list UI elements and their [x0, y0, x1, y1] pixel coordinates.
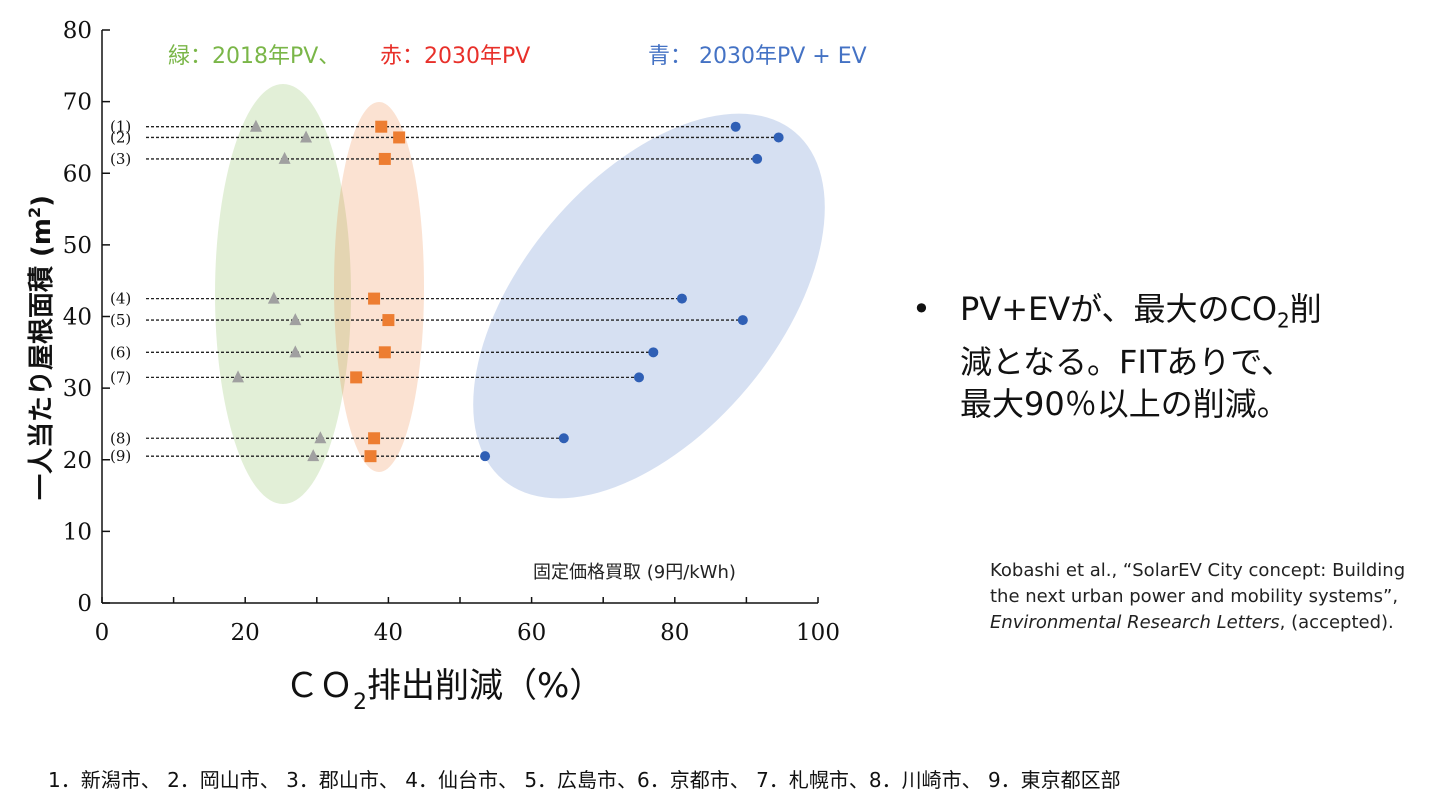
row-label: (6) — [110, 343, 131, 361]
row-lines: (1)(2) (3) (4) (5) (6) (7) (8)(9) — [110, 118, 779, 465]
x-tick-label: 20 — [231, 620, 260, 646]
marker-2030-pv-ev — [730, 121, 741, 132]
marker-2018-pv — [232, 370, 245, 383]
row-label: (3) — [110, 150, 131, 168]
bullet-line3: 最大90％以上の削減。 — [960, 385, 1289, 424]
y-tick-label: 10 — [63, 519, 92, 545]
marker-2030-pv-ev — [558, 433, 569, 444]
y-axis-label-main: 一人当たり屋根面積 (m — [27, 218, 57, 500]
x-tick-label: 100 — [796, 620, 840, 646]
marker-2030-pv — [393, 131, 406, 144]
bullet-line1-pre: PV+EVが、最大のCO — [960, 290, 1278, 328]
fit-annotation: 固定価格買取 (9円/kWh) — [533, 562, 736, 583]
bullet-line1-sub: 2 — [1277, 308, 1290, 333]
bullet-line2: 減となる。FITありで、 — [960, 343, 1294, 382]
key-point: • PV+EVが、最大のCO2削 減となる。FITありで、 最大90％以上の削減… — [912, 288, 1382, 425]
marker-2018-pv — [249, 119, 262, 132]
citation-status: , (accepted). — [1279, 612, 1394, 633]
row-label: (5) — [110, 311, 131, 329]
marker-2030-pv-ev — [634, 372, 644, 383]
x-axis-label-main: ＣＯ — [285, 666, 353, 706]
bullet-dot: • — [912, 290, 931, 328]
citation-journal: Environmental Research Letters — [990, 612, 1280, 633]
marker-2030-pv-ev — [648, 347, 659, 358]
marker-2030-pv-ev — [480, 451, 491, 462]
marker-2030-pv-ev — [676, 293, 687, 304]
axes: 0 10 20 30 40 50 60 70 80 0 20 40 60 80 100 — [63, 18, 840, 646]
x-axis-label: ＣＯ2排出削減（%） — [285, 666, 603, 715]
row-label: (2) — [110, 128, 131, 146]
bullet-line1-post: 削 — [1289, 290, 1322, 328]
x-tick-label: 0 — [95, 620, 110, 646]
bullet-text: PV+EVが、最大のCO2削 減となる。FITありで、 最大90％以上の削減。 — [960, 288, 1382, 425]
legend-blue: 青： 2030年PV + EV — [648, 44, 867, 69]
legend-red: 赤：2030年PV — [380, 44, 530, 69]
marker-2030-pv — [368, 292, 381, 305]
row-label: (8) — [110, 429, 131, 447]
y-tick-label: 80 — [63, 18, 92, 44]
marker-2018-pv — [314, 431, 327, 444]
row-label: (7) — [110, 368, 131, 386]
row-label: (4) — [110, 290, 131, 308]
ellipse-2018-pv — [215, 84, 351, 504]
row-label: (1) — [110, 118, 131, 136]
y-tick-label: 20 — [63, 448, 92, 474]
y-axis-label-end: ) — [27, 195, 57, 207]
y-tick-label: 50 — [63, 233, 92, 259]
marker-2030-pv-ev — [773, 132, 784, 143]
y-tick-label: 40 — [63, 305, 92, 331]
cluster-ellipses — [215, 84, 825, 504]
marker-2030-pv — [378, 346, 391, 359]
x-tick-label: 80 — [660, 620, 689, 646]
x-tick-label: 60 — [517, 620, 546, 646]
y-tick-label: 0 — [77, 591, 92, 617]
marker-2030-pv — [375, 120, 388, 133]
marker-2030-pv — [368, 432, 381, 445]
legend-green: 緑：2018年PV、 — [168, 44, 340, 69]
x-axis-label-rest: 排出削減（%） — [367, 666, 603, 706]
x-tick-label: 40 — [374, 620, 403, 646]
y-axis-label: 一人当たり屋根面積 (m2) — [25, 195, 57, 500]
y-axis-label-sup: 2 — [25, 207, 44, 218]
marker-2030-pv-ev — [752, 153, 763, 164]
ellipse-2030-pv-ev — [473, 113, 825, 499]
marker-2030-pv — [378, 152, 391, 165]
y-tick-label: 30 — [63, 376, 92, 402]
y-tick-label: 60 — [63, 161, 92, 187]
row-label: (9) — [110, 447, 131, 465]
marker-2018-pv — [289, 345, 302, 358]
marker-2018-pv — [307, 449, 320, 462]
citation: Kobashi et al., “SolarEV City concept: B… — [990, 558, 1410, 636]
city-legend: 1．新潟市、 2．岡山市、 3．郡山市、 4．仙台市、 5．広島市、6．京都市、… — [48, 768, 1121, 792]
marker-2018-pv — [289, 313, 302, 326]
marker-2018-pv — [267, 291, 280, 304]
marker-2030-pv — [382, 314, 395, 327]
data-marks — [232, 119, 784, 463]
marker-2030-pv — [350, 371, 363, 384]
x-axis-label-sub: 2 — [353, 690, 367, 715]
marker-2018-pv — [300, 130, 313, 143]
marker-2030-pv-ev — [737, 315, 748, 326]
marker-2018-pv — [278, 151, 291, 164]
marker-2030-pv — [364, 450, 377, 463]
citation-text: Kobashi et al., “SolarEV City concept: B… — [990, 560, 1406, 607]
y-tick-label: 70 — [63, 90, 92, 116]
